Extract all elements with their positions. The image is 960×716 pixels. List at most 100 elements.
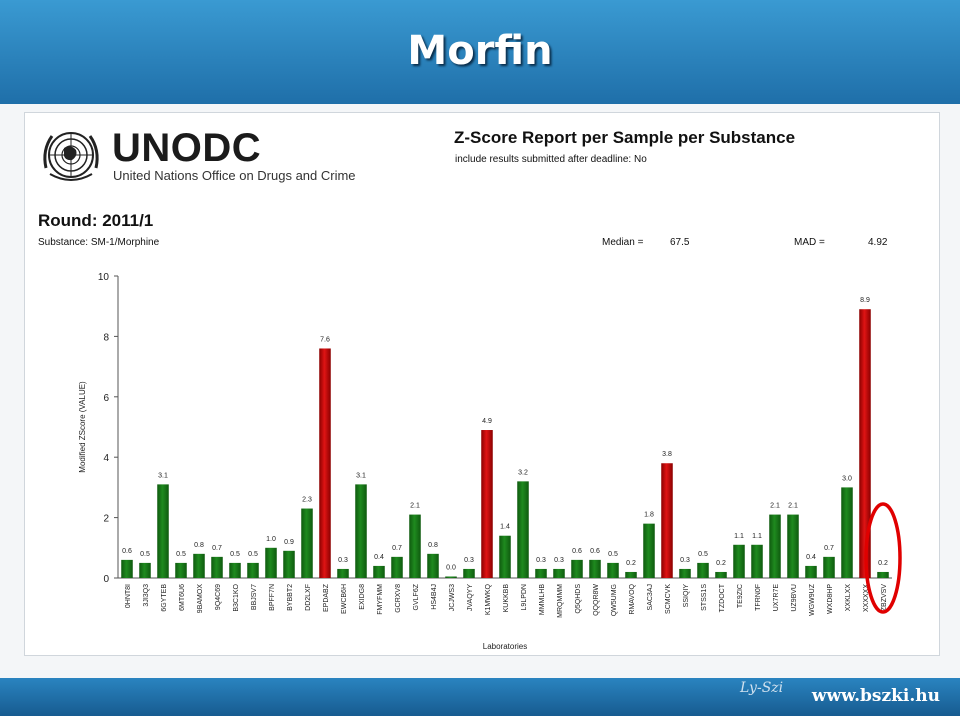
x-tick-label: EXIDG8 — [359, 584, 366, 610]
bar-data-label: 0.5 — [248, 551, 258, 558]
x-tick-label: STSS1S — [701, 584, 708, 611]
bar-epdabz — [319, 348, 331, 578]
x-tick-label: Q5QHDS — [575, 584, 582, 614]
x-tick-label: DD2LXF — [305, 584, 312, 611]
bar-6mt6u6 — [175, 562, 187, 578]
bar-6gyteb — [157, 484, 169, 578]
mad-value: 4.92 — [868, 237, 888, 248]
footer-url: www.bszki.hu — [811, 686, 940, 706]
bar-data-label: 0.5 — [140, 551, 150, 558]
bar-ux7r7e — [769, 514, 781, 578]
report-title: Z-Score Report per Sample per Substance — [454, 128, 796, 147]
bar-data-label: 0.5 — [176, 551, 186, 558]
bar-bpff7n — [265, 547, 277, 578]
substance-label: Substance: SM-1/Morphine — [38, 237, 160, 248]
bar-data-label: 7.6 — [320, 336, 330, 343]
x-tick-label: KUKKBB — [503, 584, 510, 613]
x-tick-label: TZDOCT — [719, 583, 726, 612]
footer-signature: Ly-Szi — [740, 680, 784, 696]
bar-data-label: 0.2 — [878, 560, 888, 567]
bar-kukkbb — [499, 535, 511, 578]
x-tick-label: FMYFMM — [377, 584, 384, 615]
unodc-logo-text: UNODC — [112, 126, 262, 170]
bar-xxklxx — [841, 487, 853, 578]
bar-data-label: 1.1 — [752, 533, 762, 540]
x-axis-title: Laboratories — [483, 642, 527, 651]
x-tick-label: QW5UMG — [611, 584, 618, 616]
x-tick-label: GCRXV8 — [395, 584, 402, 613]
bar-tfrn0f — [751, 544, 763, 578]
x-tick-label: XXXXXX — [863, 584, 870, 612]
x-tick-label: WGW9UZ — [809, 583, 816, 616]
bar-data-label: 0.5 — [698, 551, 708, 558]
bar-data-label: 0.3 — [338, 557, 348, 564]
slide-title: Morfin — [407, 28, 553, 74]
bar-data-label: 0.8 — [194, 542, 204, 549]
bar-data-label: 3.1 — [158, 472, 168, 479]
bar-jvaqyy — [463, 568, 475, 578]
x-tick-label: 0HNT8I — [125, 584, 132, 608]
x-tick-label: SAC3AJ — [647, 584, 654, 610]
x-tick-label: TE9ZIC — [737, 584, 744, 608]
slide-title-banner — [0, 0, 960, 104]
x-tick-label: TFRN0F — [755, 584, 762, 611]
median-value: 67.5 — [670, 237, 690, 248]
bar-data-label: 0.4 — [806, 554, 816, 561]
x-tick-label: GVLF6Z — [413, 583, 420, 610]
x-tick-label: UX7R7E — [773, 584, 780, 612]
bar-b3c1ko — [229, 562, 241, 578]
x-tick-label: MRQMMM — [557, 584, 564, 618]
bar-hs4b4j — [427, 553, 439, 578]
bar-data-label: 0.3 — [554, 557, 564, 564]
y-tick-label: 2 — [103, 514, 109, 525]
x-tick-label: BPFF7N — [269, 584, 276, 611]
bar-data-label: 0.8 — [428, 542, 438, 549]
x-tick-label: HS4B4J — [431, 584, 438, 610]
x-tick-label: BYBBT2 — [287, 584, 294, 611]
bar-qqqr8w — [589, 559, 601, 578]
highlight-circle — [864, 502, 902, 614]
bar-mrqmmm — [553, 568, 565, 578]
slide-footer — [0, 678, 960, 716]
x-tick-label: EPDABZ — [323, 583, 330, 612]
bar-data-label: 1.8 — [644, 512, 654, 519]
bar-data-label: 0.5 — [608, 551, 618, 558]
un-emblem-icon — [43, 132, 99, 181]
bar-zbzvsv — [877, 571, 889, 578]
x-tick-label: 6MT6U6 — [179, 584, 186, 611]
bar-wxd8hp — [823, 556, 835, 578]
y-tick-label: 8 — [103, 332, 109, 343]
unodc-logo-subtitle: United Nations Office on Drugs and Crime — [113, 168, 356, 183]
mad-label: MAD = — [794, 237, 825, 248]
x-tick-label: UZ9BVU — [791, 584, 798, 612]
bar-data-label: 2.1 — [770, 503, 780, 510]
bar-data-label: 0.5 — [230, 551, 240, 558]
bar-data-label: 0.0 — [446, 565, 456, 572]
bar-k1mwkq — [481, 430, 493, 578]
bar-data-label: 3.8 — [662, 451, 672, 458]
bar-data-label: 3.1 — [356, 472, 366, 479]
y-tick-label: 4 — [103, 453, 109, 464]
bar-data-label: 0.3 — [536, 557, 546, 564]
bar-data-label: 3.0 — [842, 475, 852, 482]
bar-tzdoct — [715, 571, 727, 578]
y-axis-title: Modified ZScore (VALUE) — [78, 381, 87, 473]
zscore-bar-chart: 0 2 4 6 8 10 Modified ZScore (VALUE) Laboratori… — [78, 272, 902, 651]
x-tick-label: 6GYTEB — [161, 584, 168, 612]
x-tick-label: 9Q4C69 — [215, 584, 222, 610]
bar-data-label: 0.6 — [122, 548, 132, 555]
median-label: Median = — [602, 237, 644, 248]
bar-exidg8 — [355, 484, 367, 578]
bar-qw5umg — [607, 562, 619, 578]
bar-0hnt8i — [121, 559, 133, 578]
bar-data-label: 2.1 — [788, 503, 798, 510]
y-tick-label: 6 — [103, 393, 109, 404]
y-tick-label: 10 — [98, 272, 110, 283]
bar-data-label: 0.2 — [716, 560, 726, 567]
bar-uz9bvu — [787, 514, 799, 578]
bar-3ji3q3 — [139, 562, 151, 578]
x-tick-label: ZBZVSV — [881, 584, 888, 612]
x-tick-label: WXD8HP — [827, 584, 834, 614]
bar-data-label: 4.9 — [482, 418, 492, 425]
bar-data-label: 1.0 — [266, 536, 276, 543]
